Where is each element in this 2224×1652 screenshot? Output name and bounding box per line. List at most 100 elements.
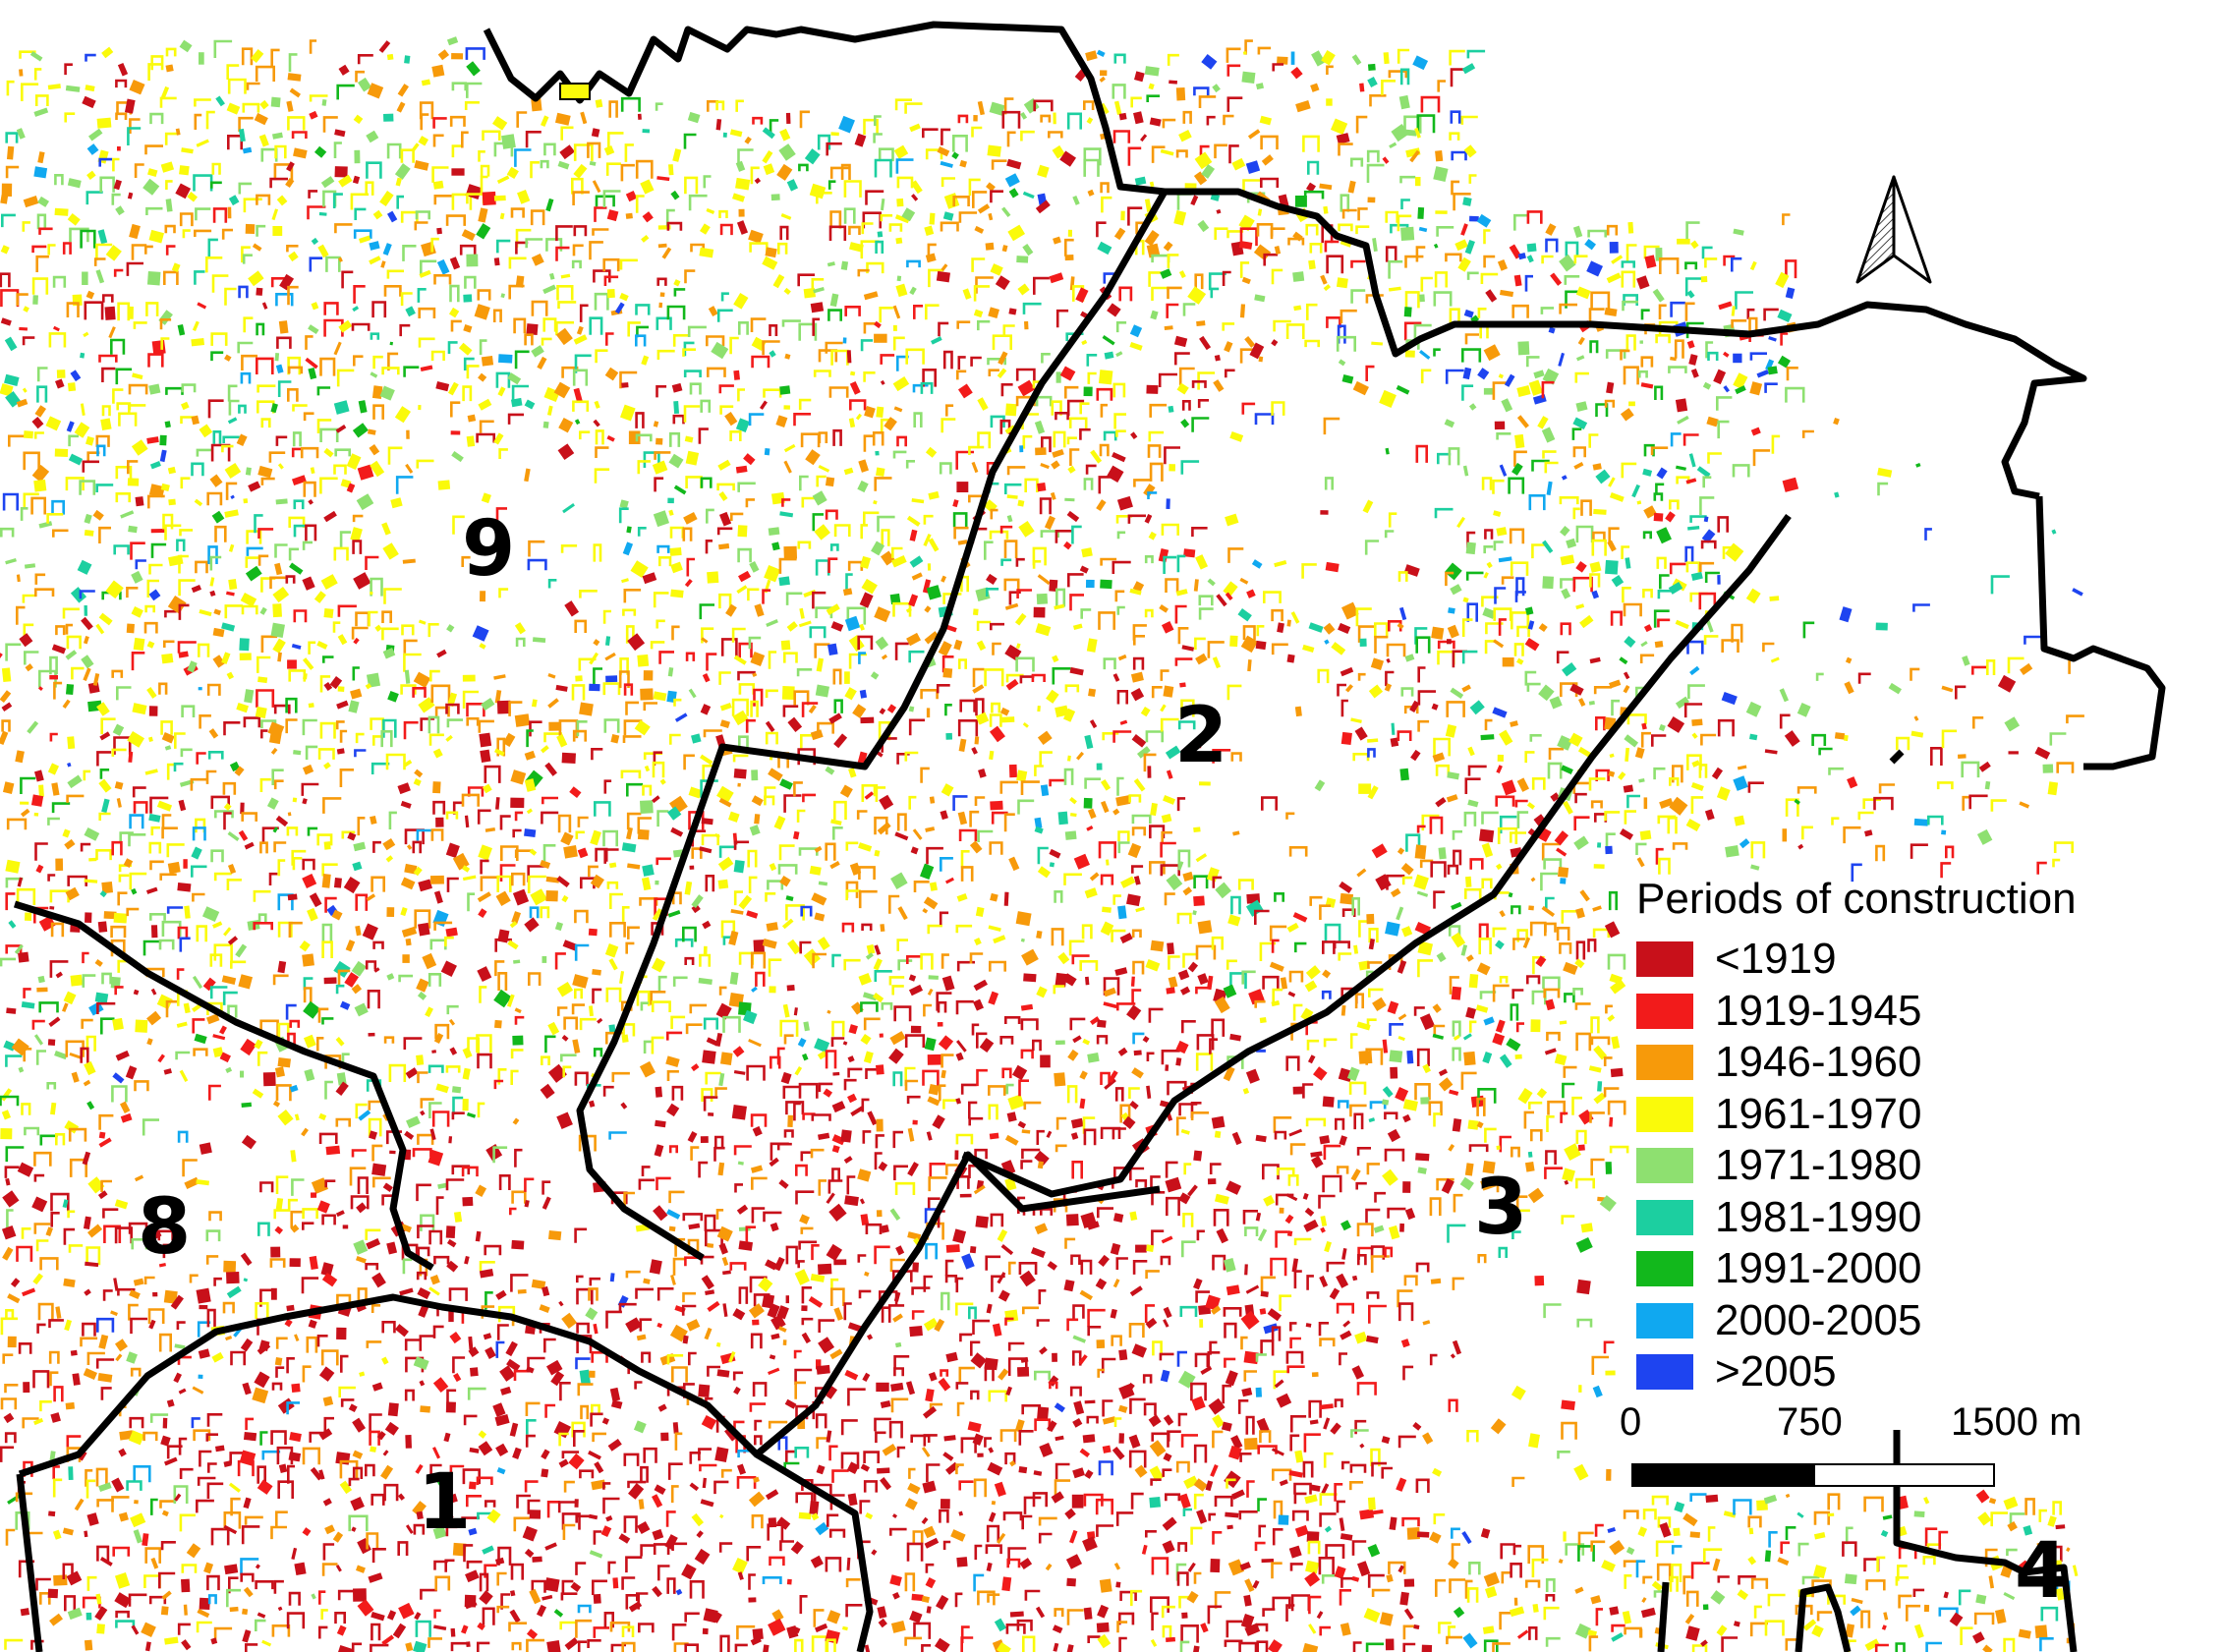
building-footprint [323, 447, 334, 458]
building-footprint [195, 207, 211, 221]
building-footprint [1143, 753, 1157, 772]
building-footprint [336, 1072, 347, 1086]
building-footprint [62, 1527, 74, 1536]
building-footprint [729, 129, 743, 138]
building-footprint [1263, 591, 1282, 603]
building-footprint [925, 1576, 937, 1589]
building-footprint [738, 570, 752, 583]
building-footprint [685, 652, 696, 661]
building-footprint [1285, 323, 1305, 339]
building-footprint [464, 275, 477, 289]
building-footprint [372, 1176, 391, 1188]
building-footprint [1251, 559, 1263, 569]
building-footprint [1237, 879, 1254, 890]
building-footprint [1062, 973, 1077, 987]
building-footprint [352, 1450, 364, 1459]
building-footprint [84, 1639, 93, 1651]
building-footprint [942, 667, 953, 678]
building-footprint [637, 654, 650, 667]
building-footprint [49, 732, 58, 742]
building-footprint [890, 555, 907, 568]
building-footprint [840, 163, 851, 180]
building-footprint [514, 1148, 523, 1168]
building-footprint [839, 784, 853, 798]
building-footprint [226, 879, 242, 890]
building-footprint [478, 207, 488, 223]
building-footprint [445, 811, 459, 820]
building-footprint [31, 464, 50, 483]
building-footprint [355, 70, 365, 83]
building-footprint [716, 1369, 730, 1378]
building-footprint [16, 887, 36, 905]
building-footprint [745, 498, 755, 508]
building-footprint [910, 1434, 931, 1443]
building-footprint [785, 1245, 798, 1265]
building-footprint [211, 274, 229, 293]
building-footprint [464, 815, 470, 828]
building-footprint [380, 730, 393, 748]
building-footprint [64, 838, 76, 850]
building-footprint [977, 1453, 984, 1457]
building-footprint [105, 245, 122, 261]
building-footprint [544, 1035, 556, 1054]
building-footprint [782, 1085, 800, 1099]
building-footprint [689, 865, 695, 870]
building-footprint [1294, 941, 1307, 953]
building-footprint [196, 1178, 210, 1186]
building-footprint [353, 637, 360, 645]
building-footprint [1001, 245, 1008, 253]
building-footprint [514, 811, 524, 822]
building-footprint [1182, 952, 1198, 968]
building-footprint [80, 842, 91, 852]
building-footprint [288, 516, 306, 528]
building-footprint [717, 879, 729, 889]
building-footprint [1254, 413, 1275, 426]
building-footprint [955, 1302, 974, 1316]
building-footprint [508, 1622, 527, 1632]
building-footprint [524, 828, 537, 838]
building-footprint [862, 992, 878, 1001]
building-footprint [21, 83, 39, 101]
building-footprint [396, 195, 404, 209]
building-footprint [355, 1255, 367, 1264]
building-footprint [1151, 686, 1163, 699]
building-footprint [447, 692, 458, 708]
building-footprint [323, 607, 334, 618]
building-footprint [508, 701, 523, 716]
building-footprint [858, 652, 866, 664]
building-footprint [743, 1009, 758, 1025]
building-footprint [971, 257, 986, 272]
building-footprint [158, 682, 168, 695]
building-footprint [224, 1564, 239, 1575]
building-footprint [160, 1435, 171, 1447]
building-footprint [989, 750, 995, 761]
building-footprint [928, 268, 944, 288]
building-footprint [445, 1525, 458, 1537]
building-footprint [1132, 581, 1145, 593]
building-footprint [605, 1310, 622, 1329]
building-footprint [94, 992, 109, 1003]
building-footprint [666, 1070, 679, 1081]
building-footprint [909, 529, 918, 541]
building-footprint [1288, 846, 1308, 857]
building-footprint [1022, 721, 1029, 728]
building-footprint [245, 565, 262, 582]
building-footprint [972, 1433, 984, 1447]
building-footprint [1065, 1214, 1079, 1226]
building-footprint [357, 54, 373, 65]
building-footprint [991, 702, 1001, 713]
building-footprint [222, 435, 240, 443]
building-footprint [1004, 1317, 1014, 1326]
building-footprint [100, 1179, 112, 1192]
building-footprint [531, 699, 538, 708]
building-footprint [823, 1088, 833, 1098]
building-footprint [1144, 555, 1154, 564]
building-footprint [1241, 71, 1256, 84]
building-footprint [1340, 731, 1352, 746]
building-footprint [968, 1101, 978, 1119]
building-footprint [625, 191, 638, 202]
building-footprint [685, 450, 700, 466]
building-footprint [595, 429, 604, 445]
building-footprint [640, 1544, 655, 1557]
building-footprint [302, 1365, 312, 1383]
